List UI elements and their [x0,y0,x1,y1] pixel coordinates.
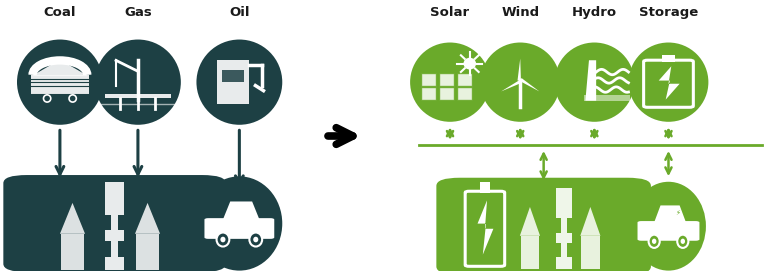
Ellipse shape [680,239,685,244]
Ellipse shape [652,239,656,244]
Polygon shape [33,60,87,76]
FancyBboxPatch shape [637,221,699,241]
Ellipse shape [17,39,103,125]
Text: Storage: Storage [639,6,698,19]
FancyBboxPatch shape [439,87,454,100]
FancyBboxPatch shape [439,73,454,86]
FancyBboxPatch shape [105,182,124,270]
Polygon shape [223,202,259,220]
Polygon shape [580,207,601,236]
Polygon shape [60,203,85,234]
FancyBboxPatch shape [421,73,436,86]
Ellipse shape [629,42,709,122]
FancyBboxPatch shape [581,236,600,270]
FancyBboxPatch shape [436,178,651,272]
FancyBboxPatch shape [118,241,125,257]
Ellipse shape [95,39,181,125]
Ellipse shape [554,42,634,122]
Ellipse shape [480,42,560,122]
Ellipse shape [197,39,282,125]
Text: Gas: Gas [124,6,152,19]
Ellipse shape [69,95,76,102]
Polygon shape [501,80,521,91]
FancyBboxPatch shape [567,218,572,233]
Ellipse shape [464,58,476,70]
FancyBboxPatch shape [421,87,436,100]
Polygon shape [520,207,540,236]
Ellipse shape [220,237,226,242]
FancyBboxPatch shape [31,75,89,95]
Text: ⚡: ⚡ [676,210,680,216]
Polygon shape [659,66,680,100]
FancyBboxPatch shape [217,60,249,104]
Ellipse shape [519,79,521,82]
Ellipse shape [631,182,706,271]
Ellipse shape [197,176,282,271]
Text: Wind: Wind [501,6,539,19]
Polygon shape [586,60,596,101]
FancyBboxPatch shape [555,218,561,233]
Polygon shape [135,203,160,234]
Polygon shape [654,205,686,222]
FancyBboxPatch shape [136,234,159,270]
Ellipse shape [217,233,229,246]
Text: Hydro: Hydro [572,6,617,19]
Polygon shape [520,78,539,91]
Ellipse shape [44,95,51,102]
FancyBboxPatch shape [61,234,84,270]
Polygon shape [478,200,493,255]
Ellipse shape [648,235,660,248]
Text: Oil: Oil [229,6,250,19]
Ellipse shape [253,237,258,242]
FancyBboxPatch shape [103,241,111,257]
FancyBboxPatch shape [567,243,572,257]
FancyBboxPatch shape [204,218,274,239]
Ellipse shape [677,235,688,248]
FancyBboxPatch shape [457,87,472,100]
FancyBboxPatch shape [556,188,572,270]
FancyBboxPatch shape [118,215,125,230]
FancyBboxPatch shape [662,55,675,61]
FancyBboxPatch shape [480,182,489,193]
Text: Coal: Coal [44,6,76,19]
FancyBboxPatch shape [222,70,244,82]
FancyBboxPatch shape [521,236,539,270]
FancyBboxPatch shape [103,215,111,230]
FancyBboxPatch shape [3,175,226,272]
FancyBboxPatch shape [555,243,561,257]
Polygon shape [518,58,521,81]
Ellipse shape [410,42,490,122]
Text: Solar: Solar [431,6,470,19]
FancyBboxPatch shape [105,94,171,98]
Ellipse shape [250,233,262,246]
FancyBboxPatch shape [457,73,472,86]
Polygon shape [583,95,630,101]
